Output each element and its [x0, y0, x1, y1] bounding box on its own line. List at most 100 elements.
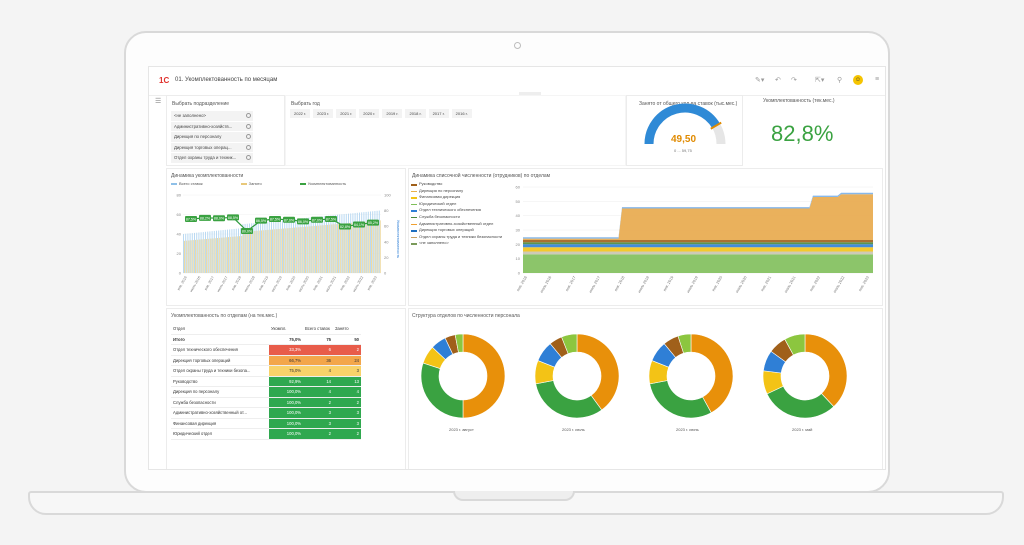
- redo-icon[interactable]: ↷: [791, 77, 797, 84]
- table-row[interactable]: Служба безопасности 100,0% 2 2: [171, 397, 361, 408]
- table-row[interactable]: Финансовая дирекция 100,0% 3 3: [171, 418, 361, 429]
- department-item[interactable]: Административно-хозяйств...: [171, 121, 253, 131]
- occupied-bar: [199, 239, 201, 273]
- table-body: Итого 75,0% 75 50 Отдел технического обеспеч…: [171, 334, 361, 440]
- value-cell: 2: [333, 344, 361, 356]
- value-cell: 6: [303, 344, 333, 356]
- department-item[interactable]: <не заполнено>: [171, 111, 253, 121]
- occupied-bar: [359, 222, 361, 273]
- department-item[interactable]: Отдел охраны труда и техник...: [171, 153, 253, 163]
- undo-icon[interactable]: ↶: [775, 77, 781, 84]
- department-item[interactable]: Дирекция по персоналу: [171, 132, 253, 142]
- pct-label-bg: [283, 216, 295, 223]
- occupied-bar: [274, 229, 276, 273]
- y-tick-label: 80: [177, 193, 182, 198]
- year-option[interactable]: 2022 г.: [290, 109, 311, 118]
- occupied-bar: [324, 225, 326, 273]
- x-tick-label: янв. 2018: [231, 276, 242, 292]
- table-row[interactable]: Дирекция торговых операций 66,7% 36 24: [171, 355, 361, 366]
- donut-slice: [454, 333, 464, 353]
- total-bar: [290, 219, 292, 273]
- structure-title: Структура отделов по численности персона…: [412, 313, 520, 319]
- year-option[interactable]: 2016 г.: [451, 109, 472, 118]
- occupied-bar: [223, 237, 225, 273]
- occupied-bar: [249, 231, 251, 273]
- edit-icon[interactable]: ✎▾: [755, 77, 765, 84]
- occupied-bar: [364, 221, 366, 273]
- department-item[interactable]: Дирекция торговых операц...: [171, 142, 253, 152]
- x-tick-label: июль 2020: [735, 276, 748, 294]
- headcount-title: Динамика списочной численности (отрудник…: [412, 173, 551, 179]
- value-cell: 75: [303, 334, 333, 345]
- gauge-chart: [644, 103, 726, 145]
- occupied-bar: [260, 230, 262, 273]
- total-bar: [262, 222, 264, 273]
- total-bar: [312, 217, 314, 273]
- table-row[interactable]: Итого 75,0% 75 50: [171, 334, 361, 345]
- legend-label: Дирекция по персоналу: [419, 187, 464, 193]
- occupied-bar: [267, 229, 269, 273]
- occupied-bar: [210, 238, 212, 273]
- total-bar: [273, 221, 275, 273]
- collapse-toggle[interactable]: ︿: [519, 92, 541, 97]
- legend-item: Дирекция торговых операций: [411, 227, 511, 234]
- total-bar: [246, 223, 248, 273]
- legend-item: Укомплектованность: [299, 181, 346, 186]
- legend-swatch: [411, 210, 417, 212]
- header-cell: Укомпл.: [269, 324, 303, 335]
- link-icon[interactable]: ⚲: [837, 77, 843, 84]
- table-row[interactable]: Дирекция по персоналу 100,0% 4 4: [171, 386, 361, 398]
- export-icon[interactable]: ⇱▾: [815, 77, 825, 84]
- year-option[interactable]: 2023 г.: [313, 109, 334, 118]
- table-row[interactable]: Руководство 92,9% 14 13: [171, 376, 361, 387]
- legend-label: Административно-хозяйственный отдел: [419, 220, 494, 226]
- remove-icon[interactable]: [246, 144, 251, 150]
- menu-icon[interactable]: ☰: [155, 98, 162, 105]
- occupied-bar: [348, 222, 350, 273]
- pct-label: 88,0%: [214, 217, 225, 221]
- year-option[interactable]: 2019 г.: [382, 109, 403, 118]
- year-option[interactable]: 2020 г.: [359, 109, 380, 118]
- legend-item: <не заполнено>: [411, 240, 511, 247]
- app-screen: 1C 01. Укомплектованность по месяцам ✎▾ …: [148, 66, 886, 470]
- pct-label-bg: [255, 217, 267, 224]
- occupied-bar: [291, 227, 293, 273]
- occupied-bar: [269, 229, 271, 273]
- year-option[interactable]: 2017 г.: [428, 109, 449, 118]
- occupied-bar: [265, 230, 267, 273]
- total-bar: [209, 231, 211, 273]
- total-bar: [282, 220, 283, 273]
- total-bar: [191, 233, 193, 273]
- table-row[interactable]: Административно-хозяйственный от... 100,0…: [171, 407, 361, 419]
- remove-icon[interactable]: [246, 155, 251, 160]
- year-option[interactable]: 2021 г.: [336, 109, 357, 118]
- smile-icon[interactable]: ☺: [853, 75, 863, 85]
- occupied-bar: [366, 221, 368, 273]
- occupied-bar: [282, 228, 284, 273]
- pct-label: 87,0%: [312, 218, 323, 222]
- total-bar: [229, 229, 231, 273]
- headcount-area: [523, 254, 873, 273]
- remove-icon[interactable]: [246, 123, 251, 129]
- total-bar: [306, 217, 308, 273]
- settings-icon[interactable]: ≡: [875, 76, 880, 83]
- x-tick-label: янв. 2018: [614, 276, 626, 292]
- occupied-bar: [188, 240, 190, 273]
- year-option[interactable]: 2018 г.: [405, 109, 426, 118]
- total-bar: [332, 215, 334, 273]
- occupied-bar: [322, 225, 324, 273]
- x-tick-label: янв. 2021: [760, 276, 772, 292]
- table-row[interactable]: Юридический отдел 100,0% 2 2: [171, 428, 361, 440]
- table-row[interactable]: Отдел охраны труда и техники безопа... 75…: [171, 365, 361, 377]
- donut-slice: [804, 333, 848, 408]
- total-bar: [356, 212, 358, 273]
- pct-label: 87,5%: [326, 218, 337, 222]
- headcount-legend: Руководство Дирекция по персоналу Финансов…: [411, 181, 511, 247]
- table-row[interactable]: Отдел технического обеспечения 33,3% 6 2: [171, 344, 361, 356]
- y-tick-label: 40: [177, 232, 182, 237]
- dynamics-legend: Всего ставок Занято Укомплектованность: [171, 181, 346, 186]
- value-cell: 2: [303, 397, 333, 408]
- remove-icon[interactable]: [246, 134, 251, 139]
- remove-icon[interactable]: [246, 113, 251, 118]
- total-bar: [238, 228, 239, 273]
